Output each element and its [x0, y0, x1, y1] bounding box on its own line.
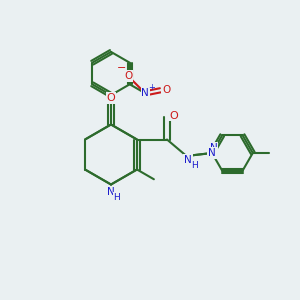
Text: N: N	[208, 148, 216, 158]
Text: H: H	[191, 161, 198, 170]
Text: −: −	[117, 63, 126, 74]
Text: O: O	[162, 85, 170, 95]
Text: N: N	[184, 154, 192, 165]
Text: N: N	[210, 143, 218, 153]
Text: O: O	[124, 71, 132, 81]
Text: O: O	[106, 93, 116, 103]
Text: O: O	[169, 110, 178, 121]
Text: H: H	[113, 193, 120, 202]
Text: N: N	[107, 187, 115, 197]
Text: +: +	[148, 83, 155, 92]
Text: N: N	[141, 88, 149, 98]
